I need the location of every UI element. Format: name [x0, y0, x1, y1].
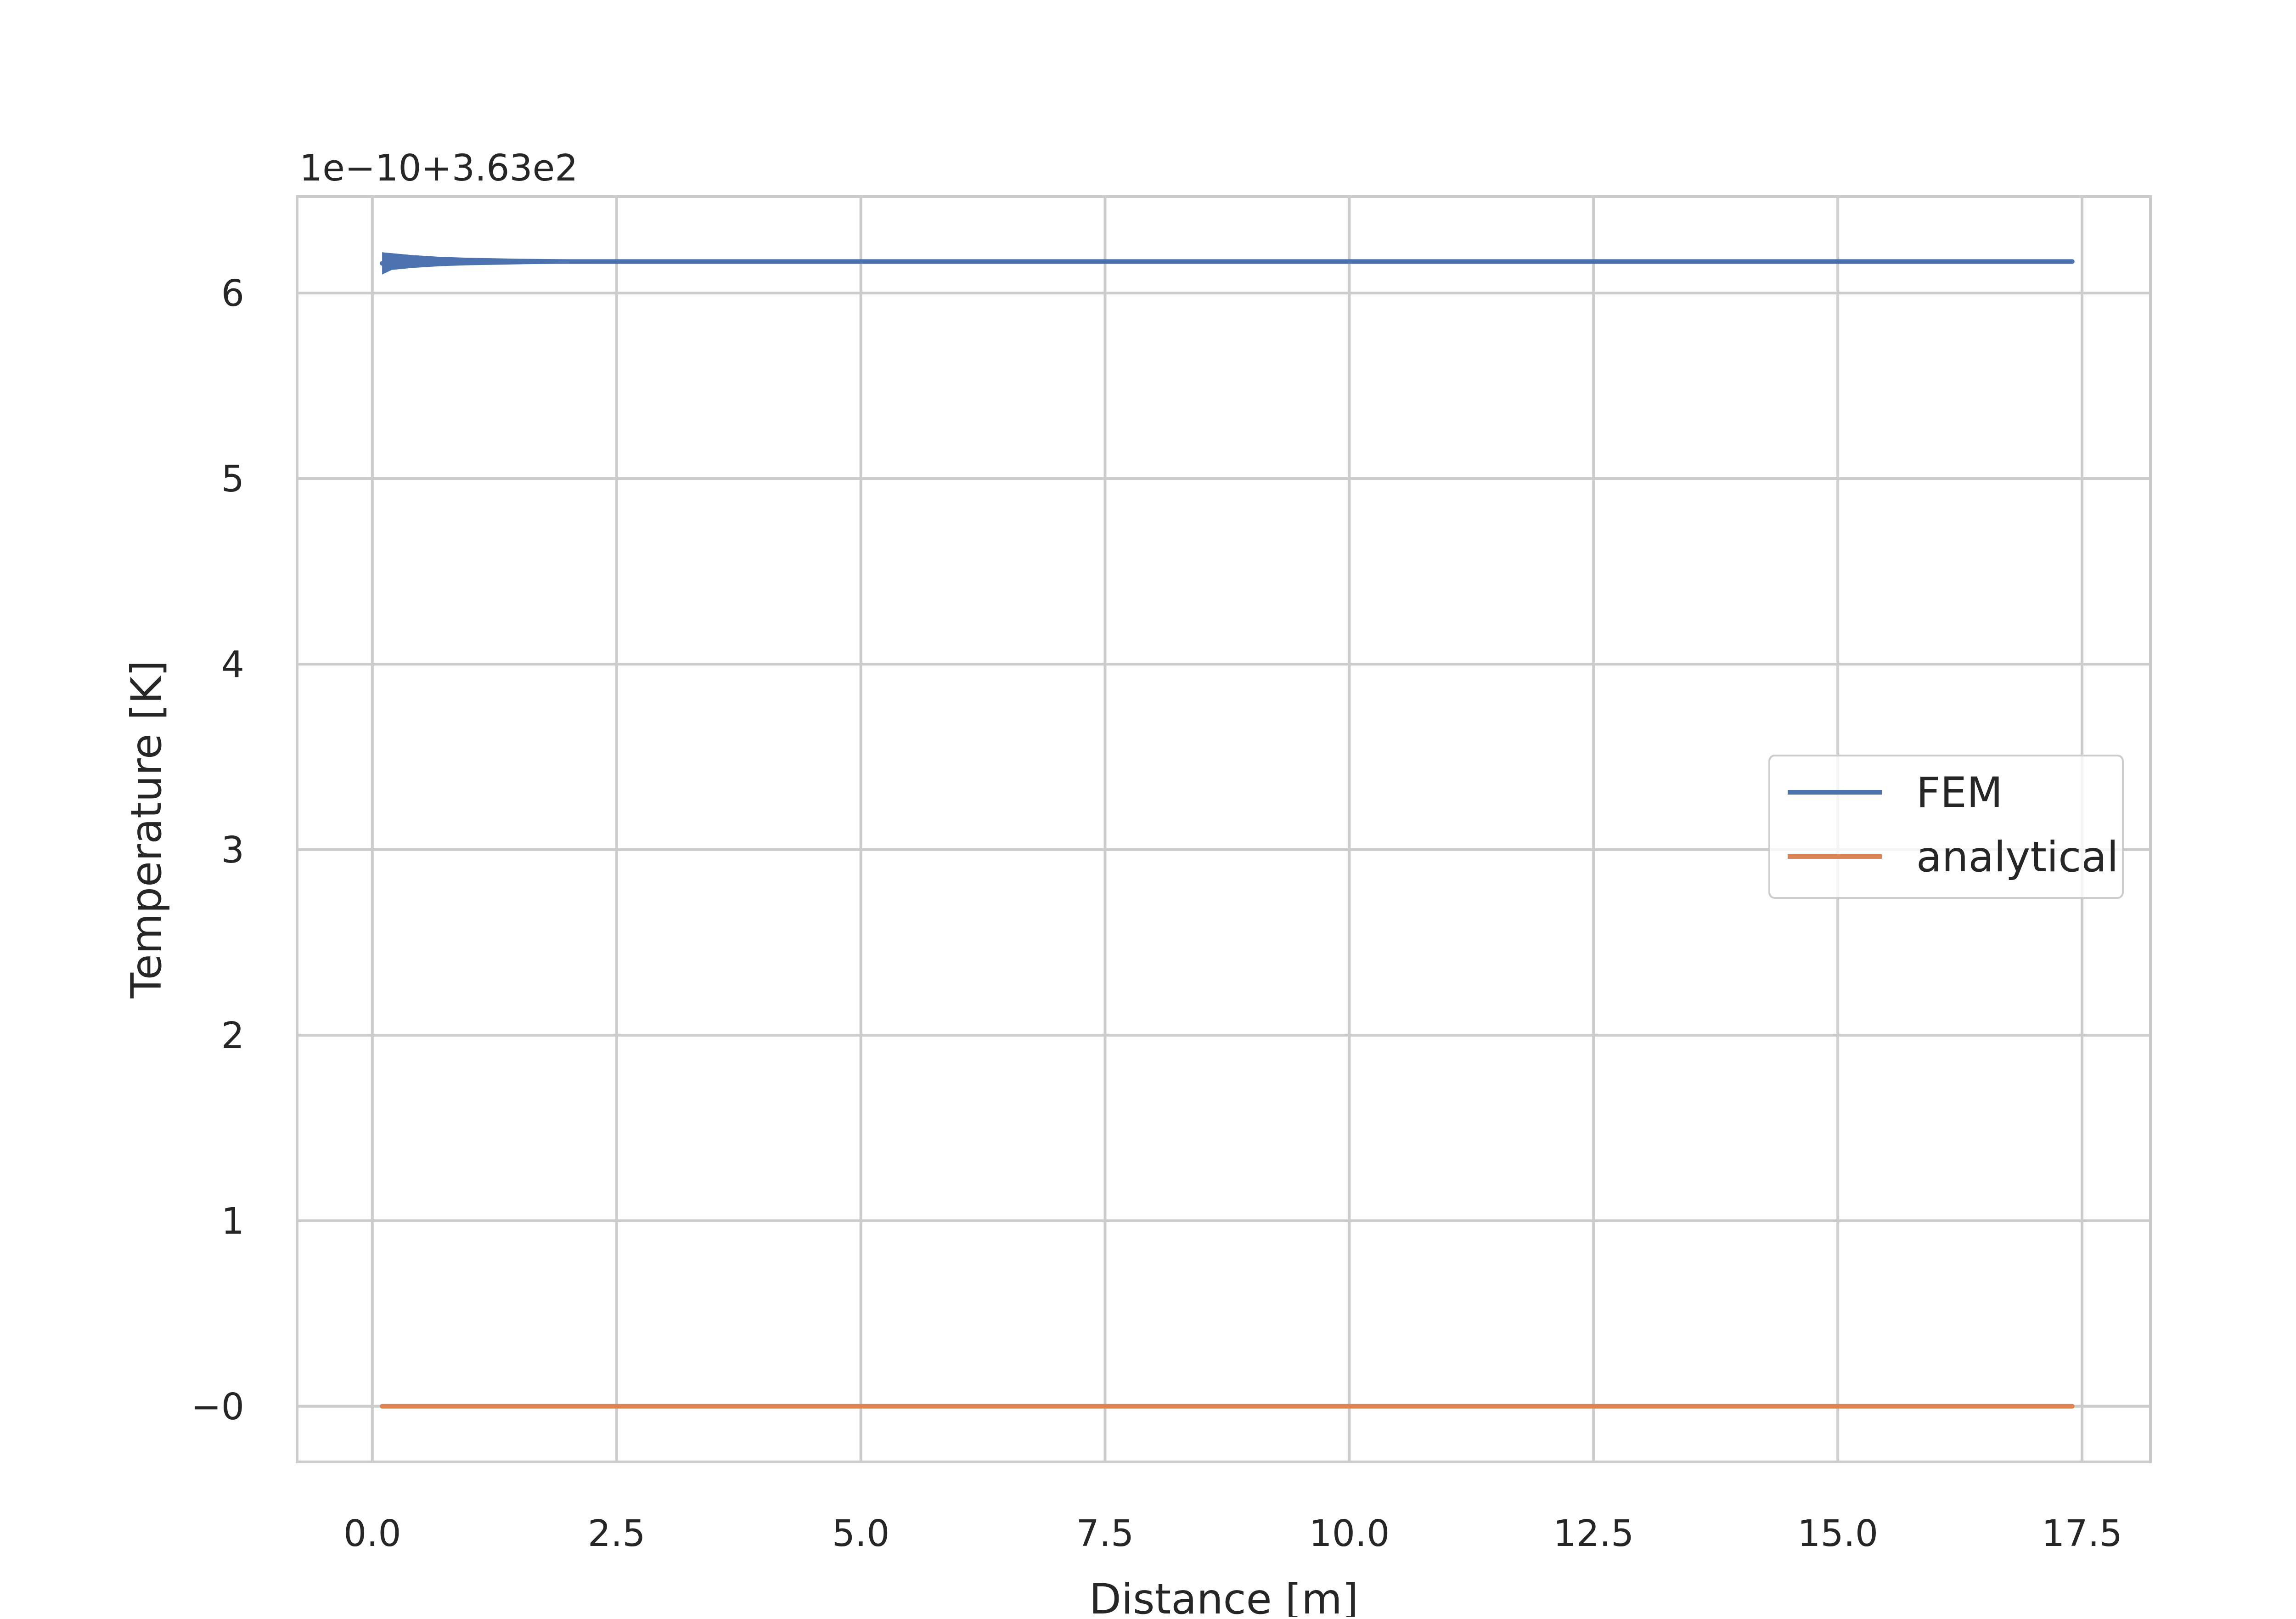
x-tick-label: 12.5: [1553, 1512, 1634, 1555]
series-fem: [380, 252, 2075, 275]
y-tick-label: 1: [221, 1200, 244, 1242]
legend-label-fem: FEM: [1916, 769, 2003, 817]
grid: [297, 197, 2150, 1462]
y-tick-label: 6: [221, 272, 244, 315]
y-tick-label: 2: [221, 1015, 244, 1057]
x-axis-label: Distance [m]: [1089, 1575, 1358, 1617]
plot-series: [380, 252, 2075, 1409]
y-tick-label: 5: [221, 458, 244, 500]
y-tick-label: −0: [191, 1386, 244, 1428]
plot-frame: [296, 195, 2152, 1463]
x-tick-label: 10.0: [1309, 1512, 1390, 1555]
x-axis-ticks: 0.0 2.5 5.0 7.5 10.0 12.5 15.0 17.5: [343, 1512, 2122, 1555]
x-tick-label: 15.0: [1797, 1512, 1878, 1555]
x-tick-label: 17.5: [2042, 1512, 2122, 1555]
y-axis-offset-label: 1e−10+3.63e2: [299, 147, 578, 189]
legend: FEM analytical: [1768, 755, 2124, 899]
x-tick-label: 0.0: [343, 1512, 401, 1555]
x-tick-label: 5.0: [832, 1512, 890, 1555]
x-tick-label: 7.5: [1076, 1512, 1134, 1555]
y-tick-label: 4: [221, 643, 244, 686]
series-line-fem: [380, 259, 2075, 266]
y-tick-label: 3: [221, 829, 244, 871]
y-axis-label: Temperature [K]: [123, 660, 171, 998]
y-axis-ticks: −0 1 2 3 4 5 6: [191, 272, 244, 1428]
x-tick-label: 2.5: [588, 1512, 646, 1555]
legend-label-analytical: analytical: [1916, 833, 2118, 881]
